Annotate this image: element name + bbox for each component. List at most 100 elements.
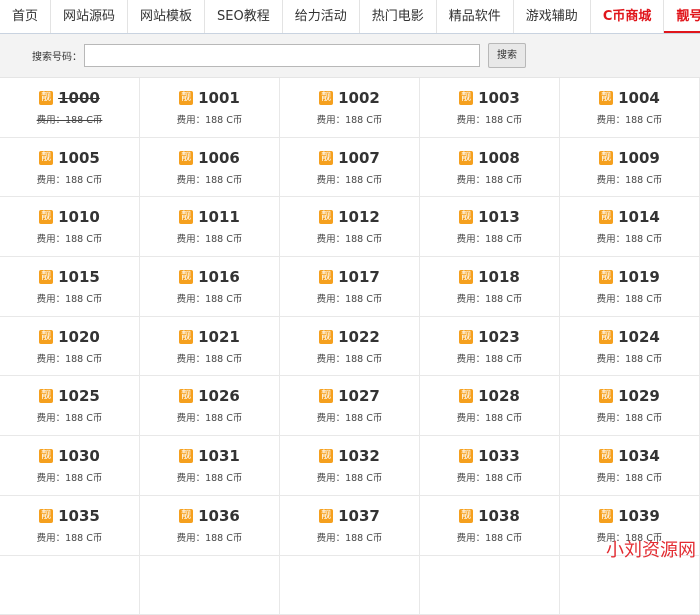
- card-header: 靓 1015: [0, 267, 139, 287]
- badge: 靓: [319, 330, 333, 344]
- nav-item[interactable]: 网站源码: [51, 0, 128, 33]
- number-card[interactable]: 靓 1015 费用：188 C币: [0, 257, 140, 317]
- badge: 靓: [179, 270, 193, 284]
- nav-item[interactable]: 首页: [0, 0, 51, 33]
- badge: 靓: [39, 330, 53, 344]
- badge: 靓: [319, 449, 333, 463]
- nav-item[interactable]: 精品软件: [437, 0, 514, 33]
- number: 1009: [618, 149, 660, 167]
- number: 1002: [338, 89, 380, 107]
- fee: 费用：188 C币: [560, 470, 699, 484]
- number: 1026: [198, 387, 240, 405]
- fee: 费用：188 C币: [0, 530, 139, 544]
- fee: 费用：188 C币: [420, 231, 559, 245]
- nav-item[interactable]: 网站模板: [128, 0, 205, 33]
- number: 1037: [338, 507, 380, 525]
- badge: 靓: [39, 270, 53, 284]
- fee: 费用：188 C币: [560, 410, 699, 424]
- card-partial: [0, 556, 140, 615]
- nav-item[interactable]: 热门电影: [360, 0, 437, 33]
- number: 1025: [58, 387, 100, 405]
- badge: 靓: [179, 509, 193, 523]
- number: 1014: [618, 208, 660, 226]
- nav-item[interactable]: 游戏辅助: [514, 0, 591, 33]
- fee: 费用：188 C币: [280, 112, 419, 126]
- number: 1038: [478, 507, 520, 525]
- fee: 费用：188 C币: [0, 231, 139, 245]
- search-input[interactable]: [84, 44, 480, 67]
- badge: 靓: [179, 91, 193, 105]
- number: 1003: [478, 89, 520, 107]
- watermark: 小刘资源网: [606, 536, 696, 562]
- fee: 费用：188 C币: [140, 351, 279, 365]
- badge: 靓: [459, 509, 473, 523]
- fee: 费用：188 C币: [280, 470, 419, 484]
- nav-item[interactable]: 给力活动: [283, 0, 360, 33]
- search-label: 搜索号码：: [32, 48, 82, 63]
- number-card[interactable]: 靓 1013 费用：188 C币: [420, 197, 560, 257]
- badge: 靓: [459, 270, 473, 284]
- nav-item[interactable]: 靓号中心: [664, 0, 700, 33]
- fee: 费用：188 C币: [0, 470, 139, 484]
- number: 1015: [58, 268, 100, 286]
- badge: 靓: [179, 151, 193, 165]
- fee: 费用：188 C币: [140, 172, 279, 186]
- fee: 费用：188 C币: [0, 291, 139, 305]
- search-button[interactable]: 搜索: [488, 43, 526, 68]
- number: 1032: [338, 447, 380, 465]
- nav-bar: 首页网站源码网站模板SEO教程给力活动热门电影精品软件游戏辅助C币商城靓号中心: [0, 0, 700, 34]
- badge: 靓: [319, 210, 333, 224]
- nav-item[interactable]: SEO教程: [205, 0, 283, 33]
- number: 1013: [478, 208, 520, 226]
- badge: 靓: [459, 210, 473, 224]
- badge: 靓: [179, 210, 193, 224]
- nav-item[interactable]: C币商城: [591, 0, 665, 33]
- number-card[interactable]: 靓 1032 费用：188 C币: [280, 436, 420, 496]
